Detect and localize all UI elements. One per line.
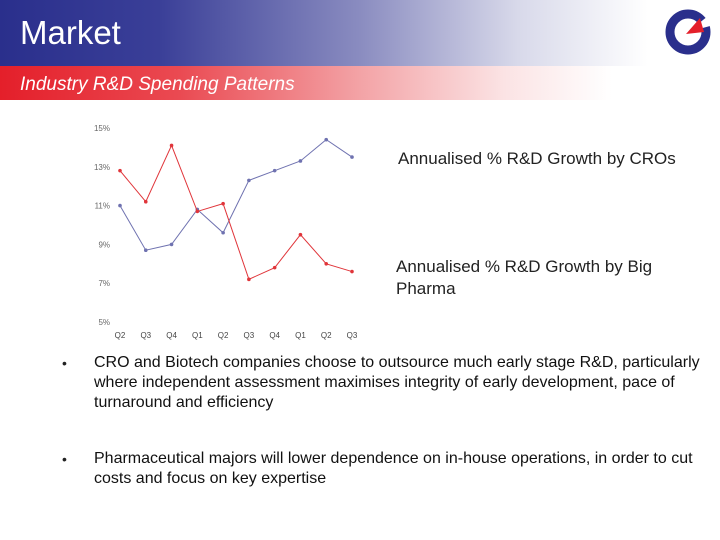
data-point-1: [169, 143, 174, 148]
data-point-0: [350, 155, 354, 159]
data-point-1: [247, 277, 251, 282]
data-point-1: [221, 201, 225, 206]
y-tick-label: 7%: [98, 279, 110, 288]
chart-panel: 5% 7% 9% 11% 13% 15% Q2 Q3 Q4 Q1 Q2 Q3 Q4 Q1 Q2 Q3: [80, 100, 376, 350]
title-bar: [0, 0, 720, 66]
y-tick-label: 5%: [98, 318, 110, 327]
data-point-1: [350, 269, 354, 274]
data-point-1: [272, 265, 277, 270]
x-tick-label: Q2: [218, 331, 229, 340]
series-line-1: [119, 144, 353, 281]
x-tick-label: Q4: [166, 331, 177, 340]
data-point-0: [143, 248, 148, 253]
page-title: Market: [20, 14, 121, 51]
x-tick-label: Q1: [192, 331, 203, 340]
x-tick-label: Q3: [244, 331, 255, 340]
data-point-1: [298, 232, 303, 237]
x-tick-label: Q3: [347, 331, 358, 340]
x-tick-label: Q2: [321, 331, 332, 340]
subtitle-bar: [0, 66, 720, 100]
company-logo-icon: [665, 9, 711, 55]
data-point-0: [118, 203, 122, 208]
x-tick-label: Q2: [115, 331, 126, 340]
bullet-dot-icon: •: [62, 355, 67, 371]
data-point-0: [324, 137, 329, 142]
data-point-0: [298, 159, 303, 163]
y-tick-label: 9%: [98, 240, 110, 249]
data-point-0: [247, 178, 251, 183]
line-chart: 5% 7% 9% 11% 13% 15% Q2 Q3 Q4 Q1 Q2 Q3 Q4 Q1 Q2 Q3: [94, 124, 358, 340]
data-point-1: [324, 262, 329, 266]
bullet-text: Pharmaceutical majors will lower depende…: [94, 450, 693, 487]
y-tick-label: 11%: [95, 202, 110, 211]
y-tick-label: 13%: [94, 163, 110, 172]
data-point-1: [143, 199, 148, 204]
bullet-dot-icon: •: [62, 451, 67, 467]
data-point-0: [169, 242, 174, 247]
bullet-item-outsourcing: • CRO and Biotech companies choose to ou…: [62, 353, 702, 413]
x-tick-label: Q4: [269, 331, 280, 340]
x-tick-label: Q3: [140, 331, 151, 340]
data-point-1: [195, 209, 200, 214]
data-point-0: [221, 230, 225, 235]
data-point-1: [118, 168, 122, 173]
series-line-0: [119, 139, 353, 251]
x-tick-label: Q1: [295, 331, 306, 340]
bullet-item-pharma: • Pharmaceutical majors will lower depen…: [62, 449, 702, 489]
legend-pharma: Annualised % R&D Growth by Big Pharma: [396, 257, 653, 298]
bullet-text: CRO and Biotech companies choose to outs…: [94, 354, 700, 411]
legend-cro: Annualised % R&D Growth by CROs: [398, 149, 676, 168]
y-tick-label: 15%: [94, 124, 110, 133]
data-point-0: [272, 168, 277, 173]
page-subtitle: Industry R&D Spending Patterns: [20, 74, 295, 95]
